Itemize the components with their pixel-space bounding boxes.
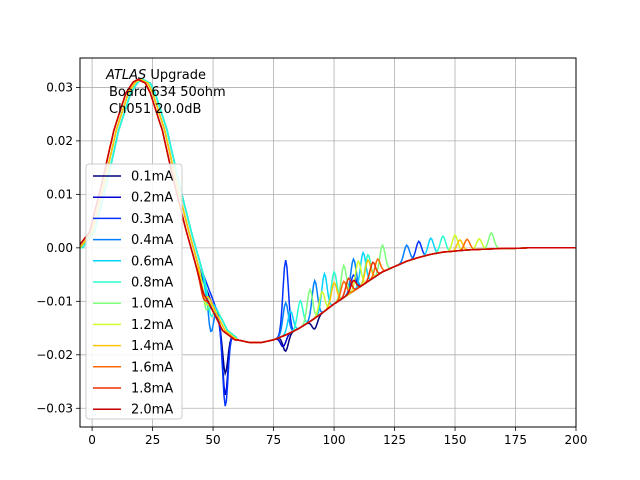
legend-label: 0.4mA xyxy=(131,233,173,248)
y-tick-label: −0.03 xyxy=(36,401,73,415)
x-axis: 0 25 50 75 100 125 150 175 200 xyxy=(88,427,587,447)
legend-label: 0.8mA xyxy=(131,276,173,291)
legend-label: 0.3mA xyxy=(131,212,173,227)
annotation: ATLAS Upgrade Board 634 50ohm Ch051 20.0… xyxy=(105,68,226,117)
annotation-line-3: Ch051 20.0dB xyxy=(109,102,201,117)
x-tick-label: 25 xyxy=(145,433,160,447)
y-tick-label: −0.01 xyxy=(36,294,73,308)
series-line-2.0mA xyxy=(79,78,576,344)
x-tick-label: 150 xyxy=(444,433,467,447)
legend-label: 1.6mA xyxy=(131,360,173,375)
legend-label: 1.8mA xyxy=(131,382,173,397)
y-tick-label: 0.02 xyxy=(46,134,73,148)
annotation-line-1: ATLAS Upgrade xyxy=(105,68,206,83)
legend-label: 2.0mA xyxy=(131,403,173,418)
y-tick-label: 0.01 xyxy=(46,187,73,201)
series-lines xyxy=(79,78,576,407)
x-tick-label: 125 xyxy=(383,433,406,447)
legend-label: 1.0mA xyxy=(131,297,173,312)
y-tick-label: −0.02 xyxy=(36,348,73,362)
legend-label: 0.6mA xyxy=(131,254,173,269)
y-axis: −0.03 −0.02 −0.01 0.00 0.01 0.02 0.03 xyxy=(36,80,80,415)
y-tick-label: 0.03 xyxy=(46,80,73,94)
legend-box xyxy=(85,163,183,420)
y-tick-label: 0.00 xyxy=(46,241,73,255)
x-tick-label: 0 xyxy=(88,433,96,447)
plot-frame xyxy=(79,57,577,428)
legend: 0.1mA 0.2mA 0.3mA 0.4mA 0.6mA 0.8mA 1.0mA 1.2mA… xyxy=(85,163,183,420)
legend-label: 1.4mA xyxy=(131,339,173,354)
x-tick-label: 175 xyxy=(504,433,527,447)
x-tick-label: 200 xyxy=(565,433,588,447)
annotation-line-2: Board 634 50ohm xyxy=(109,85,226,100)
legend-label: 1.2mA xyxy=(131,318,173,333)
legend-label: 0.1mA xyxy=(131,170,173,185)
legend-label: 0.2mA xyxy=(131,191,173,206)
x-tick-label: 75 xyxy=(266,433,281,447)
x-tick-label: 50 xyxy=(205,433,220,447)
annotation-upgrade: Upgrade xyxy=(146,68,206,83)
x-tick-label: 100 xyxy=(323,433,346,447)
annotation-atlas: ATLAS xyxy=(105,68,146,83)
